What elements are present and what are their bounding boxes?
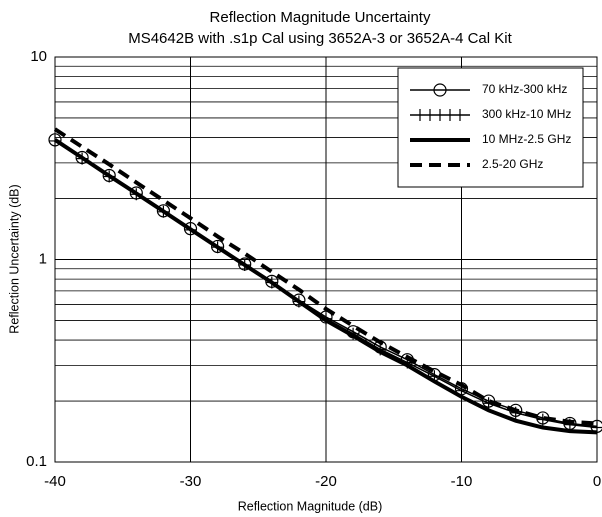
series xyxy=(53,138,598,435)
legend-label: 10 MHz-2.5 GHz xyxy=(482,132,571,146)
y-axis-label: Reflection Uncertainty (dB) xyxy=(7,184,21,333)
x-tick-label: -40 xyxy=(44,473,66,490)
plot-border xyxy=(54,56,598,463)
legend-marker xyxy=(433,83,447,97)
x-tick-label: 0 xyxy=(593,473,601,490)
chart-title: Reflection Magnitude Uncertainty xyxy=(210,9,431,26)
series xyxy=(53,127,598,426)
y-tick-label: 10 xyxy=(30,48,47,65)
y-tick-label: 0.1 xyxy=(26,453,47,470)
x-tick-label: -30 xyxy=(180,473,202,490)
x-tick-label: -20 xyxy=(315,473,337,490)
series-line xyxy=(53,138,598,435)
legend-label: 70 kHz-300 kHz xyxy=(482,82,567,96)
legend-label: 2.5-20 GHz xyxy=(482,157,543,171)
chart-subtitle: MS4642B with .s1p Cal using 3652A-3 or 3… xyxy=(128,30,512,47)
y-tick-label: 1 xyxy=(39,250,47,267)
x-axis-label: Reflection Magnitude (dB) xyxy=(238,499,383,513)
x-tick-label: -10 xyxy=(451,473,473,490)
series-line xyxy=(53,127,598,426)
legend-box xyxy=(397,67,584,188)
legend-label: 300 kHz-10 MHz xyxy=(482,107,571,121)
